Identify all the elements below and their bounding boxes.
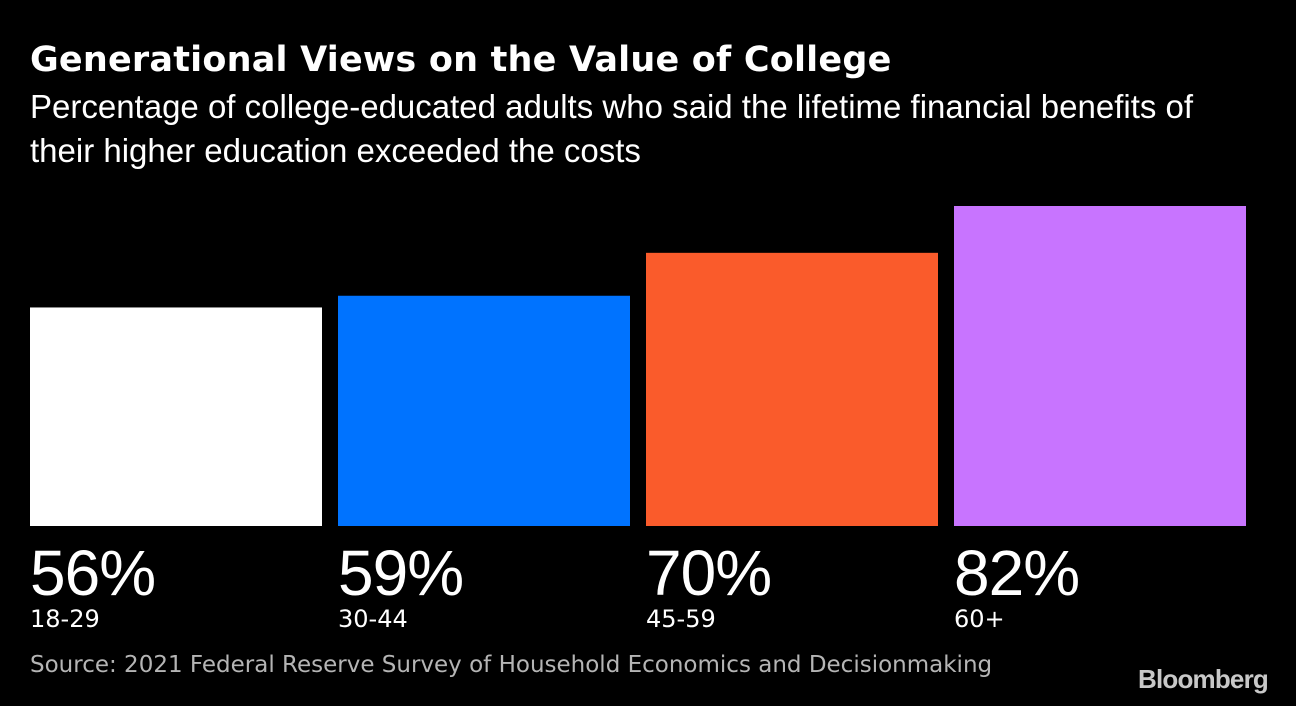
bar-18-29 [30,307,322,526]
category-label: 45-59 [646,605,716,633]
value-label: 70% [646,537,772,609]
chart-subtitle: Percentage of college-educated adults wh… [30,88,1194,169]
bar-30-44 [338,295,630,526]
bar-60+ [954,206,1246,526]
category-label: 60+ [954,605,1005,633]
value-label: 82% [954,537,1080,609]
source-note: Source: 2021 Federal Reserve Survey of H… [30,652,993,678]
category-label: 18-29 [30,605,100,633]
category-label: 30-44 [338,605,408,633]
value-label: 59% [338,537,464,609]
bar-45-59 [646,252,938,526]
chart-title: Generational Views on the Value of Colle… [30,40,892,80]
bloomberg-logo: Bloomberg [1137,664,1269,694]
value-label: 56% [30,537,156,609]
